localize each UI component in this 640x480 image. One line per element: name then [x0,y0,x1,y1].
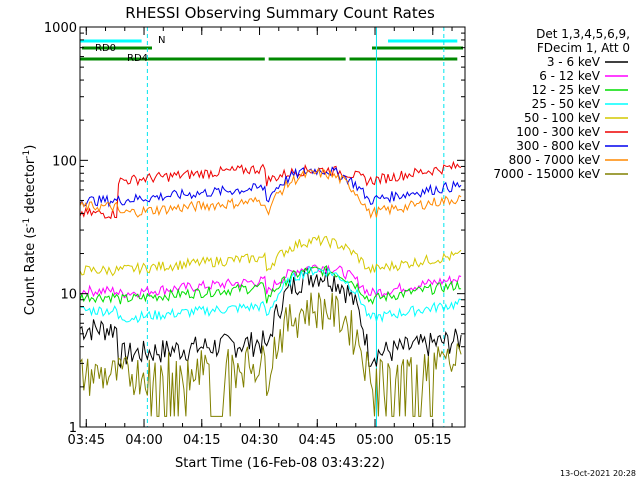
y-label-sup: -1 [22,150,32,159]
y-label-part: ) [23,145,38,150]
legend-header: Det 1,3,4,5,6,9, [536,27,630,41]
y-tick-label: 10 [60,288,77,303]
series-line [79,160,462,220]
x-tick-label: 04:45 [299,433,336,448]
legend-label: 7000 - 15000 keV [493,167,600,181]
legend-label: 6 - 12 keV [539,69,601,83]
x-tick-label: 04:30 [241,433,278,448]
x-tick-label: 04:00 [125,433,162,448]
y-tick-label: 100 [52,154,77,169]
series-line [79,234,462,277]
x-tick-label: 03:45 [68,433,105,448]
x-axis-label: Start Time (16-Feb-08 03:43:22) [175,456,385,471]
legend-label: 25 - 50 keV [532,97,601,111]
y-label-part: detector [23,158,38,218]
series-line [79,292,462,417]
x-tick-label: 05:15 [414,433,451,448]
series-line [79,265,462,306]
legend-label: 100 - 300 keV [516,125,600,139]
chart-title: RHESSI Observing Summary Count Rates [125,4,435,22]
status-label-rd4: RD4 [127,53,148,64]
legend-header: FDecim 1, Att 0 [537,41,630,55]
x-axis: 03:45 04:00 04:15 04:30 04:45 05:00 05:15 [68,27,453,448]
y-label-part: Count Rate (s [23,227,38,316]
series-line [79,167,462,220]
y-axis-label: Count Rate (s-1 detector-1) [22,145,38,316]
series-line [79,265,462,324]
series-line [79,264,462,299]
status-bars: RD0 N RD4 [80,35,463,64]
plot-series [79,160,462,417]
y-tick-label: 1 [69,421,77,436]
y-tick-label: 1000 [44,21,77,36]
legend-label: 12 - 25 keV [532,83,601,97]
plot-frame [79,26,466,428]
y-label-sup: -1 [22,218,32,227]
status-label-n: N [158,35,165,46]
legend-label: 800 - 7000 keV [509,153,601,167]
legend-label: 50 - 100 keV [524,111,601,125]
footer-date: 13-Oct-2021 20:28 [560,469,636,478]
y-axis: 1 10 100 1000 [44,21,465,436]
series-line [79,267,462,369]
legend-label: 3 - 6 keV [547,55,601,69]
legend: Det 1,3,4,5,6,9, FDecim 1, Att 0 3 - 6 k… [493,27,630,181]
legend-label: 300 - 800 keV [516,139,600,153]
series-line [79,166,462,208]
x-tick-label: 04:15 [183,433,220,448]
x-tick-label: 05:00 [356,433,393,448]
status-label-rd0: RD0 [95,43,116,54]
